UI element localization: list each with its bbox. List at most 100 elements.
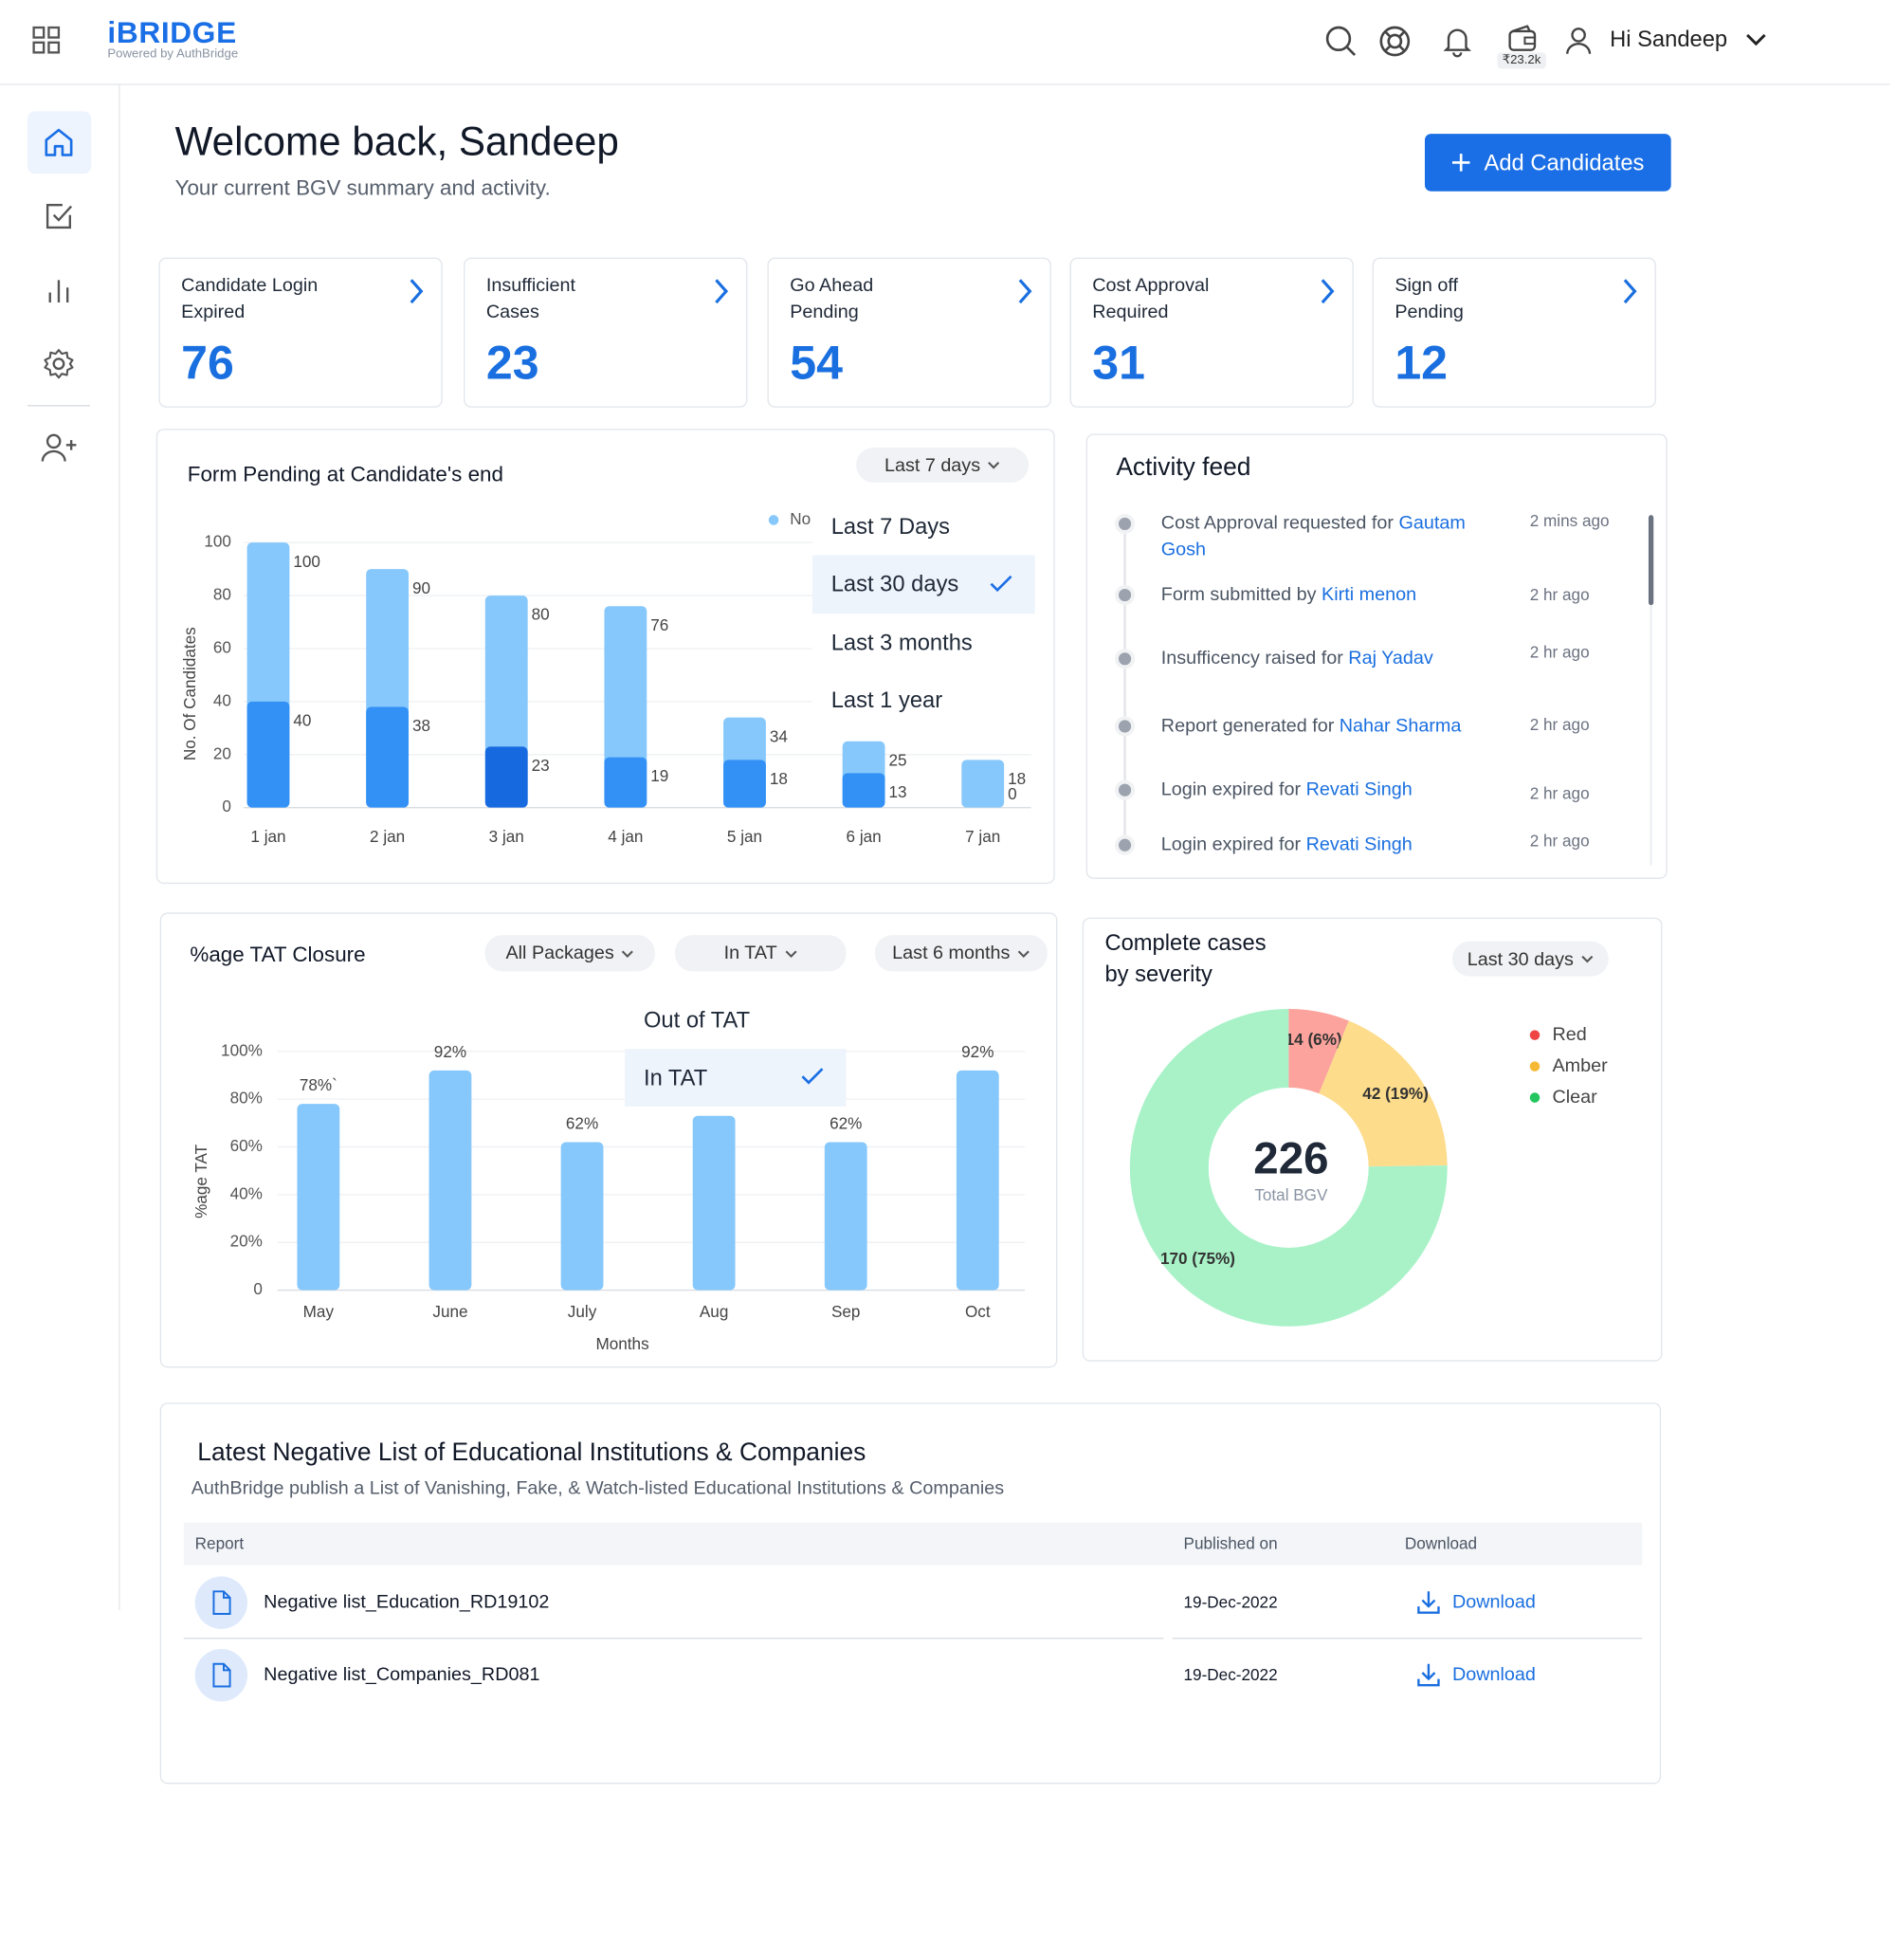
- nav-home[interactable]: [44, 127, 74, 157]
- file-path: [212, 1590, 231, 1616]
- logo-tagline: Powered by AuthBridge: [107, 47, 239, 62]
- dropdown-menu: [811, 497, 1035, 730]
- summary-card[interactable]: [158, 257, 443, 408]
- chevron-path: [1018, 279, 1032, 304]
- pill-label: Last 7 days: [884, 454, 981, 476]
- summary-card[interactable]: [767, 257, 1051, 408]
- plus-icon: [1452, 154, 1471, 172]
- download-link[interactable]: Download: [1451, 1590, 1536, 1613]
- report-name[interactable]: Negative list_Companies_RD081: [264, 1663, 540, 1685]
- wallet-balance: ₹23.2k: [1497, 52, 1546, 69]
- card-value: 31: [1092, 338, 1146, 391]
- support-icon[interactable]: [1378, 25, 1411, 57]
- welcome-title: Welcome back, Sandeep: [174, 119, 619, 164]
- menu-option[interactable]: Last 3 months: [830, 630, 973, 655]
- greeting[interactable]: Hi Sandeep: [1610, 26, 1728, 52]
- panel-subtitle: AuthBridge publish a List of Vanishing, …: [191, 1476, 1005, 1499]
- panel-title: Latest Negative List of Educational Inst…: [197, 1438, 866, 1466]
- dropdown-chevron: [1017, 949, 1030, 958]
- chevron-path: [1321, 279, 1335, 304]
- activity-name[interactable]: Nahar Sharma: [1339, 715, 1462, 737]
- tat-filter[interactable]: Last 6 months: [874, 935, 1048, 972]
- range-filter[interactable]: Last 30 days: [1451, 941, 1609, 977]
- menu-option[interactable]: Last 7 Days: [830, 513, 951, 539]
- activity-item: Insufficency raised for Raj Yadav: [1161, 645, 1492, 671]
- activity-item: Form submitted by Kirti menon: [1161, 581, 1492, 608]
- user-icon[interactable]: [1563, 25, 1594, 55]
- card-label: Pending: [1395, 301, 1464, 322]
- chart-title: Form Pending at Candidate's end: [187, 463, 503, 487]
- activity-item: Cost Approval requested for Gautam Gosh: [1161, 510, 1492, 562]
- activity-time: 2 hr ago: [1529, 783, 1590, 803]
- activity-time: 2 hr ago: [1529, 715, 1590, 734]
- timeline-dot: [1115, 779, 1136, 800]
- nav-add-user[interactable]: [41, 432, 80, 463]
- published-date: 19-Dec-2022: [1183, 1665, 1278, 1684]
- activity-time: 2 mins ago: [1529, 511, 1610, 530]
- nav-tasks[interactable]: [44, 201, 74, 231]
- activity-name[interactable]: Gautam Gosh: [1160, 512, 1466, 560]
- pill-label: Last 30 days: [1467, 947, 1574, 970]
- search-icon[interactable]: [1324, 25, 1357, 57]
- activity-item: Login expired for Revati Singh: [1161, 832, 1492, 858]
- card-value: 12: [1395, 338, 1449, 391]
- tat-filter[interactable]: In TAT: [674, 935, 847, 972]
- wallet-icon[interactable]: [1507, 25, 1538, 52]
- apps-icon[interactable]: [32, 26, 61, 54]
- card-chevron[interactable]: [712, 278, 729, 305]
- menu-option[interactable]: Last 1 year: [830, 687, 943, 713]
- file-icon: [194, 1576, 248, 1629]
- published-date: 19-Dec-2022: [1183, 1592, 1278, 1612]
- summary-card[interactable]: [1069, 257, 1354, 408]
- pill-label: Last 6 months: [892, 943, 1011, 964]
- file-path: [212, 1662, 231, 1688]
- user-menu-chevron[interactable]: [1744, 31, 1767, 48]
- negative-list-panel: [159, 1402, 1662, 1785]
- summary-card[interactable]: [464, 257, 748, 408]
- report-name[interactable]: Negative list_Education_RD19102: [264, 1590, 550, 1613]
- download-link[interactable]: Download: [1451, 1663, 1536, 1685]
- card-label: Sign off: [1395, 274, 1459, 297]
- card-chevron[interactable]: [1319, 278, 1336, 305]
- timeline-dot-core: [1118, 588, 1132, 602]
- row-divider: [183, 1638, 1164, 1639]
- activity-name[interactable]: Raj Yadav: [1348, 647, 1433, 669]
- check-path: [801, 1068, 824, 1085]
- activity-name[interactable]: Revati Singh: [1305, 779, 1413, 800]
- dropdown-chevron: [785, 949, 797, 958]
- activity-name[interactable]: Kirti menon: [1322, 583, 1417, 606]
- card-chevron[interactable]: [1016, 278, 1033, 305]
- summary-card[interactable]: [1372, 257, 1656, 408]
- column-header: Published on: [1183, 1533, 1278, 1553]
- chevron-path: [715, 279, 729, 304]
- nav-settings[interactable]: [43, 348, 75, 380]
- menu-option[interactable]: Out of TAT: [643, 1007, 751, 1033]
- activity-name[interactable]: Revati Singh: [1305, 833, 1413, 855]
- activity-text: Login expired for: [1160, 779, 1302, 800]
- add-candidates-button[interactable]: Add Candidates: [1424, 134, 1671, 192]
- chevron-path: [1623, 279, 1637, 304]
- table-header-bg: [183, 1522, 1643, 1566]
- card-label: Cases: [485, 301, 539, 322]
- nav-reports[interactable]: [44, 275, 74, 305]
- card-label: Go Ahead: [790, 274, 874, 297]
- menu-option[interactable]: Last 30 days: [830, 571, 959, 597]
- activity-text: Report generated for: [1160, 715, 1335, 737]
- card-chevron[interactable]: [408, 278, 425, 305]
- activity-text: Form submitted by: [1160, 583, 1317, 606]
- bell-icon[interactable]: [1443, 25, 1471, 58]
- timeline-dot-core: [1118, 783, 1132, 797]
- timeline-dot-core: [1118, 517, 1132, 530]
- range-filter[interactable]: Last 7 days: [856, 447, 1030, 483]
- logo[interactable]: iBRIDGE: [107, 16, 237, 50]
- tat-filter[interactable]: All Packages: [484, 935, 655, 972]
- pill-label: All Packages: [505, 943, 614, 964]
- menu-option[interactable]: In TAT: [643, 1065, 708, 1090]
- scroll-thumb[interactable]: [1648, 515, 1654, 606]
- card-chevron[interactable]: [1621, 278, 1638, 305]
- activity-panel: [1085, 433, 1668, 879]
- file-glyph: [212, 1662, 231, 1688]
- file-icon: [194, 1648, 248, 1702]
- download-icon: [1417, 1663, 1440, 1687]
